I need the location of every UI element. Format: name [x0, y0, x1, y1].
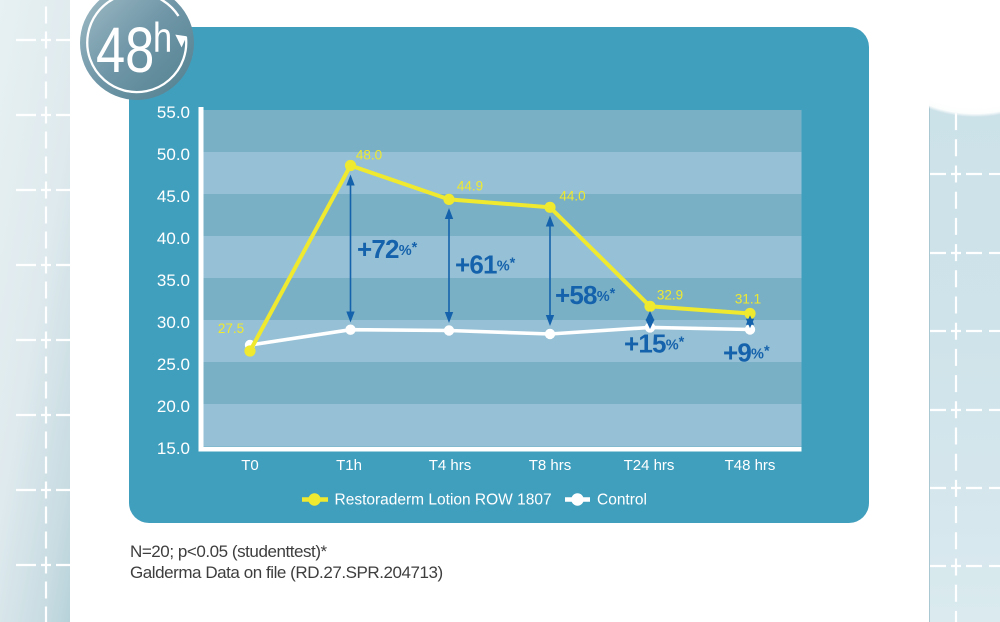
svg-text:T1h: T1h [336, 457, 362, 474]
svg-text:55.0: 55.0 [157, 103, 190, 122]
svg-text:44.0: 44.0 [559, 189, 585, 204]
svg-text:45.0: 45.0 [157, 187, 190, 206]
svg-text:35.0: 35.0 [157, 271, 190, 290]
svg-text:T4 hrs: T4 hrs [429, 457, 472, 474]
svg-text:44.9: 44.9 [457, 179, 483, 194]
svg-text:48: 48 [96, 15, 154, 86]
svg-text:32.9: 32.9 [657, 288, 683, 303]
svg-text:25.0: 25.0 [157, 355, 190, 374]
svg-text:20.0: 20.0 [157, 397, 190, 416]
svg-text:30.0: 30.0 [157, 313, 190, 332]
svg-text:27.5: 27.5 [218, 321, 244, 336]
svg-text:50.0: 50.0 [157, 145, 190, 164]
svg-text:T48 hrs: T48 hrs [725, 457, 776, 474]
svg-text:T0: T0 [241, 457, 259, 474]
svg-text:40.0: 40.0 [157, 229, 190, 248]
svg-text:T24 hrs: T24 hrs [624, 457, 675, 474]
svg-text:15.0: 15.0 [157, 439, 190, 458]
svg-text:48.0: 48.0 [356, 148, 382, 163]
svg-text:Restoraderm Lotion ROW 1807: Restoraderm Lotion ROW 1807 [335, 492, 552, 509]
svg-text:Control: Control [597, 492, 647, 509]
svg-text:h: h [153, 15, 172, 62]
svg-text:T8 hrs: T8 hrs [529, 457, 572, 474]
svg-text:31.1: 31.1 [735, 292, 761, 307]
